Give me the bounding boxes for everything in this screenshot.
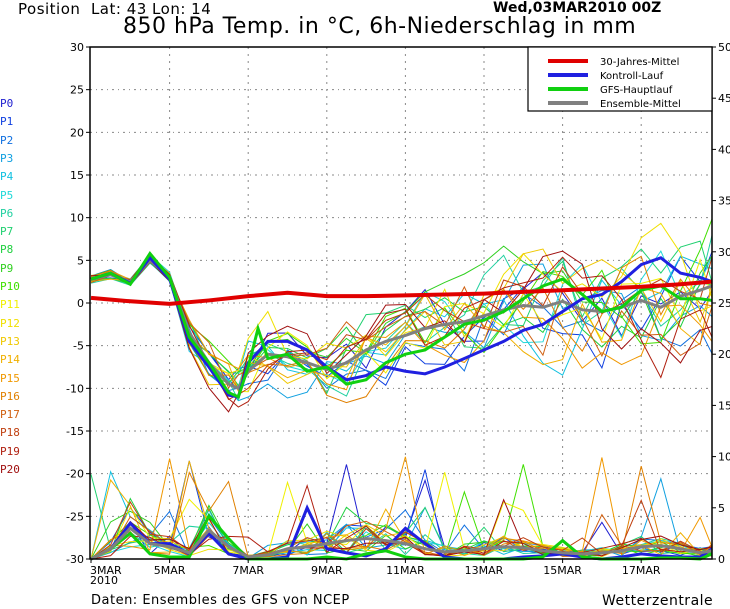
data-source: Daten: Ensembles des GFS von NCEP bbox=[91, 593, 350, 608]
member-label-p13: P13 bbox=[0, 334, 20, 348]
member-temp-line-p15 bbox=[90, 254, 713, 391]
temp-line-kontroll-lauf bbox=[90, 255, 713, 399]
member-label-p3: P3 bbox=[0, 151, 14, 165]
member-label-p0: P0 bbox=[0, 97, 14, 110]
member-label-p2: P2 bbox=[0, 133, 14, 147]
x-tick-label: 9MAR bbox=[311, 564, 343, 577]
left-tick-label: 10 bbox=[70, 212, 84, 225]
right-tick-label: 5 bbox=[718, 502, 725, 515]
right-tick-label: 15 bbox=[718, 399, 730, 412]
right-tick-label: 25 bbox=[718, 297, 730, 310]
x-tick-label: 15MAR bbox=[543, 564, 582, 577]
legend-box: 30-Jahres-Mittel Kontroll-Lauf GFS-Hauptla… bbox=[527, 46, 713, 112]
left-tick-label: 25 bbox=[70, 84, 84, 97]
member-label-p8: P8 bbox=[0, 243, 14, 257]
member-temp-line-p17 bbox=[90, 255, 713, 390]
position-label: Position Lat: 43 Lon: 14 bbox=[18, 0, 211, 18]
member-label-p9: P9 bbox=[0, 261, 14, 275]
chart-title: 850 hPa Temp. in °C, 6h-Niederschlag in … bbox=[123, 14, 637, 39]
member-label-p18: P18 bbox=[0, 426, 20, 440]
member-label-p10: P10 bbox=[0, 280, 20, 293]
right-tick-label: 35 bbox=[718, 195, 730, 208]
member-label-p16: P16 bbox=[0, 389, 20, 403]
right-tick-label: 45 bbox=[718, 92, 730, 105]
precip-line-ensemble-mittel bbox=[90, 526, 713, 561]
left-tick-label: 20 bbox=[70, 126, 84, 139]
member-temp-line-p20 bbox=[90, 250, 713, 413]
main-lines bbox=[90, 250, 713, 561]
legend-label: Kontroll-Lauf bbox=[600, 71, 664, 82]
right-tick-label: 0 bbox=[718, 553, 725, 566]
member-label-p14: P14 bbox=[0, 353, 20, 367]
member-label-p4: P4 bbox=[0, 170, 14, 184]
legend-label: 30-Jahres-Mittel bbox=[600, 57, 679, 68]
member-label-p17: P17 bbox=[0, 408, 20, 422]
left-tick-label: 30 bbox=[70, 41, 84, 54]
right-tick-label: 20 bbox=[718, 348, 730, 361]
member-label-p20: P20 bbox=[0, 463, 20, 476]
brand: Wetterzentrale bbox=[602, 593, 714, 609]
axes: 302520151050-5-10-15-20-25-3050454035302… bbox=[66, 41, 730, 587]
member-label-p11: P11 bbox=[0, 298, 20, 312]
member-temp-line-p1 bbox=[90, 251, 713, 386]
member-temp-line-p13 bbox=[90, 248, 713, 391]
right-tick-label: 10 bbox=[718, 451, 730, 464]
member-precip-line-p9 bbox=[90, 504, 713, 560]
legend-frame bbox=[527, 46, 713, 112]
x-tick-label: 5MAR bbox=[154, 564, 186, 577]
right-tick-label: 30 bbox=[718, 246, 730, 259]
temp-line-gfs-hauptlauf bbox=[90, 250, 713, 399]
left-tick-label: -30 bbox=[66, 553, 84, 566]
x-tick-label: 7MAR bbox=[232, 564, 264, 577]
lat-lon: Lat: 43 Lon: 14 bbox=[90, 0, 212, 18]
x-tick-label: 11MAR bbox=[386, 564, 425, 577]
x-tick-label: 3MAR bbox=[90, 564, 122, 577]
member-temp-line-p16 bbox=[90, 255, 713, 404]
legend-label: Ensemble-Mittel bbox=[600, 99, 681, 110]
left-tick-label: -10 bbox=[66, 382, 84, 395]
member-label-p19: P19 bbox=[0, 444, 20, 458]
member-label-p1: P1 bbox=[0, 115, 14, 129]
member-label-p12: P12 bbox=[0, 316, 20, 330]
left-tick-label: -20 bbox=[66, 468, 84, 481]
left-tick-label: 0 bbox=[77, 297, 84, 310]
left-tick-label: -25 bbox=[66, 510, 84, 523]
left-tick-label: 15 bbox=[70, 169, 84, 182]
x-tick-label: 13MAR bbox=[465, 564, 504, 577]
right-tick-label: 40 bbox=[718, 143, 730, 156]
right-tick-label: 50 bbox=[718, 41, 730, 54]
left-tick-label: -15 bbox=[66, 425, 84, 438]
member-label-p5: P5 bbox=[0, 188, 14, 202]
left-tick-label: 5 bbox=[77, 254, 84, 267]
x-tick-label: 17MAR bbox=[622, 564, 661, 577]
left-tick-label: -5 bbox=[73, 340, 84, 353]
x-tick-sublabel: 2010 bbox=[90, 574, 118, 587]
member-label-p6: P6 bbox=[0, 206, 14, 220]
member-label-p7: P7 bbox=[0, 225, 14, 239]
position-text: Position bbox=[18, 0, 81, 18]
legend-label: GFS-Hauptlauf bbox=[600, 85, 673, 96]
run-date: Wed,03MAR2010 00Z bbox=[493, 0, 662, 16]
temp-line-30-jahres-mittel bbox=[90, 279, 713, 306]
member-label-p15: P15 bbox=[0, 371, 20, 385]
